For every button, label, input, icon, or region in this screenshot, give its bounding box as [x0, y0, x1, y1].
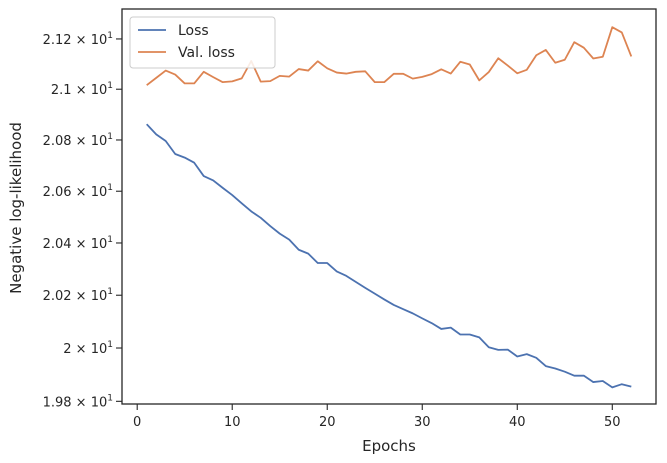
- x-axis-title: Epochs: [362, 437, 416, 455]
- x-tick-label-5: 50: [604, 415, 621, 430]
- y-tick-label-7: 2.12 × 101: [43, 31, 113, 48]
- plot-frame: [121, 8, 657, 405]
- axes-layer: 0 10 20 30 40 50 1.98 × 101 2 × 101 2.02 × 101 2.…: [43, 8, 657, 430]
- legend-frame: [129, 16, 276, 69]
- x-tick-label-1: 10: [224, 415, 241, 430]
- y-tick-label-6: 2.1 × 101: [51, 81, 113, 98]
- y-axis-title: Negative log-likelihood: [7, 122, 25, 294]
- y-tick-label-4: 2.06 × 101: [43, 183, 113, 200]
- y-tick-label-1: 2 × 101: [63, 340, 113, 357]
- x-tick-label-0: 0: [133, 415, 141, 430]
- x-tick-label-2: 20: [319, 415, 336, 430]
- legend: Loss Val. loss: [129, 16, 276, 69]
- y-tick-label-2: 2.02 × 101: [43, 287, 113, 304]
- legend-label-1: Val. loss: [178, 45, 235, 61]
- y-tick-label-3: 2.04 × 101: [43, 235, 113, 252]
- y-tick-label-0: 1.98 × 101: [43, 393, 113, 410]
- y-tick-label-5: 2.08 × 101: [43, 132, 113, 149]
- x-tick-label-3: 30: [414, 415, 431, 430]
- marks-layer: [146, 26, 633, 389]
- legend-label-0: Loss: [178, 23, 209, 39]
- series-line-1: [146, 26, 633, 86]
- series-line-0: [146, 123, 632, 389]
- x-tick-label-4: 40: [509, 415, 526, 430]
